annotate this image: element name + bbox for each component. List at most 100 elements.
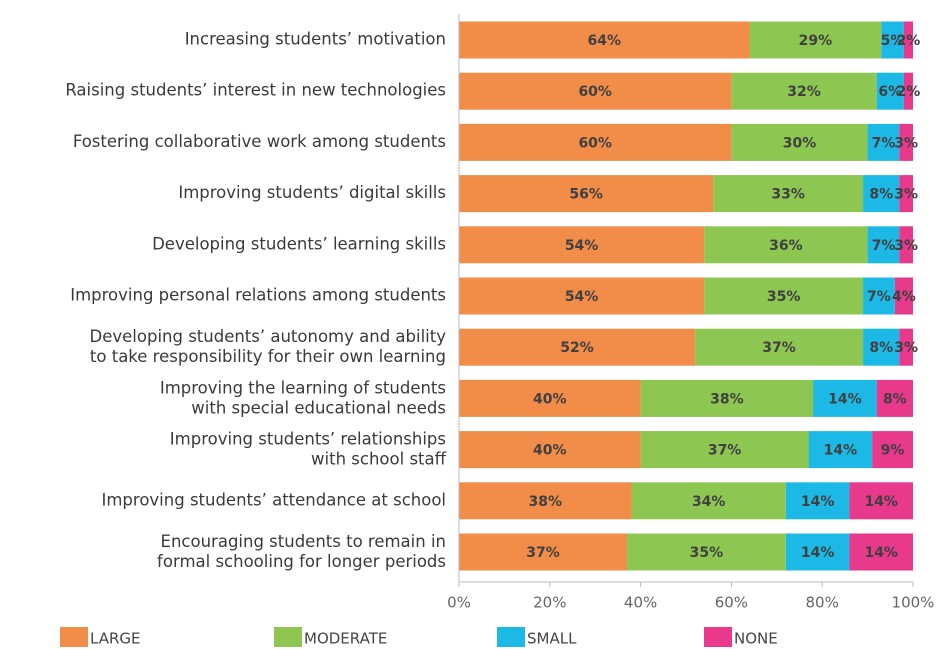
bar-segment [459, 431, 641, 469]
value-label: 14% [864, 494, 898, 510]
bar-segment [695, 328, 864, 366]
legend-label: NONE [734, 630, 778, 648]
bar-segment [849, 482, 913, 520]
value-label: 40% [533, 443, 567, 459]
legend-swatch [274, 627, 302, 647]
value-label: 32% [787, 84, 821, 100]
x-tick-label: 40% [624, 594, 657, 612]
bar-segment [459, 72, 732, 110]
legend-swatch [60, 627, 88, 647]
category-label: Improving students’ relationships with sc… [170, 429, 447, 468]
bar-segment [631, 482, 786, 520]
x-tick-label: 80% [806, 594, 839, 612]
value-label: 56% [569, 187, 603, 203]
category-label: Improving personal relations among stude… [70, 286, 446, 305]
value-label: 37% [762, 340, 796, 356]
bar-segment [867, 226, 900, 264]
value-label: 30% [783, 135, 817, 151]
legend-item: SMALL [497, 627, 577, 648]
bar-segment [876, 379, 913, 417]
category-label: Improving students’ attendance at school [101, 490, 446, 509]
value-label: 14% [801, 545, 835, 561]
value-label: 14% [828, 391, 862, 407]
value-label: 35% [767, 289, 801, 305]
bar-segment [903, 21, 913, 59]
value-label: 7% [872, 135, 896, 151]
bar-segment [785, 482, 850, 520]
bar-segment [849, 533, 913, 571]
bar-segment [894, 277, 913, 315]
value-label: 2% [897, 33, 921, 49]
bar-segment [749, 21, 882, 59]
value-label: 4% [892, 289, 916, 305]
value-label: 9% [881, 443, 905, 459]
bar-segment [640, 379, 814, 417]
category-label: Increasing students’ motivation [185, 30, 446, 49]
value-label: 5% [881, 33, 905, 49]
bar-segment [459, 226, 705, 264]
value-label: 37% [526, 545, 560, 561]
bar-segment [459, 482, 632, 520]
value-label: 14% [801, 494, 835, 510]
value-label: 8% [869, 340, 893, 356]
value-label: 37% [708, 443, 742, 459]
value-label: 33% [771, 187, 805, 203]
category-label: Encouraging students to remain in formal … [157, 532, 446, 571]
bar-segment [626, 533, 786, 571]
bar-segment [459, 21, 750, 59]
bar-segment [872, 431, 913, 469]
bar-segment [903, 72, 913, 110]
value-label: 29% [799, 33, 833, 49]
legend-label: SMALL [527, 630, 577, 648]
bar-segment [640, 431, 809, 469]
bar-segment [863, 277, 895, 315]
legend-item: NONE [704, 627, 778, 648]
value-label: 64% [588, 33, 622, 49]
bar-segment [459, 533, 627, 571]
bar-segment [704, 277, 864, 315]
bar-segment [876, 72, 904, 110]
value-label: 60% [578, 135, 612, 151]
bar-segment [459, 123, 732, 161]
legend-swatch [704, 627, 732, 647]
value-label: 35% [690, 545, 724, 561]
bar-segment [459, 277, 705, 315]
category-label: Developing students’ autonomy and abilit… [90, 327, 447, 366]
bar-segment [459, 175, 714, 213]
value-label: 60% [578, 84, 612, 100]
value-label: 3% [894, 187, 918, 203]
x-tick-label: 60% [715, 594, 748, 612]
value-label: 54% [565, 289, 599, 305]
bar-segment [899, 328, 913, 366]
bar-segment [863, 175, 900, 213]
legend-label: MODERATE [304, 630, 387, 648]
bar-segment [731, 123, 868, 161]
category-label: Fostering collaborative work among stude… [73, 132, 446, 151]
x-tick-label: 0% [447, 594, 471, 612]
bar-segment [899, 226, 913, 264]
value-label: 36% [769, 238, 803, 254]
bar-segment [867, 123, 900, 161]
bar-segment [731, 72, 877, 110]
bar-segment [899, 123, 913, 161]
legend-swatch [497, 627, 525, 647]
category-label: Improving students’ digital skills [178, 183, 446, 202]
legend-label: LARGE [90, 630, 141, 648]
value-label: 14% [864, 545, 898, 561]
value-label: 52% [560, 340, 594, 356]
bar-segment [459, 379, 641, 417]
bar-segment [863, 328, 900, 366]
value-label: 3% [894, 238, 918, 254]
category-label: Improving the learning of students with s… [160, 378, 446, 417]
value-label: 3% [894, 135, 918, 151]
bar-segment [881, 21, 904, 59]
bar-segment [813, 379, 877, 417]
bar-segment [808, 431, 873, 469]
category-label: Developing students’ learning skills [152, 234, 446, 253]
value-label: 3% [894, 340, 918, 356]
value-label: 14% [824, 443, 858, 459]
bar-segment [459, 328, 696, 366]
value-label: 38% [529, 494, 563, 510]
value-label: 7% [867, 289, 891, 305]
